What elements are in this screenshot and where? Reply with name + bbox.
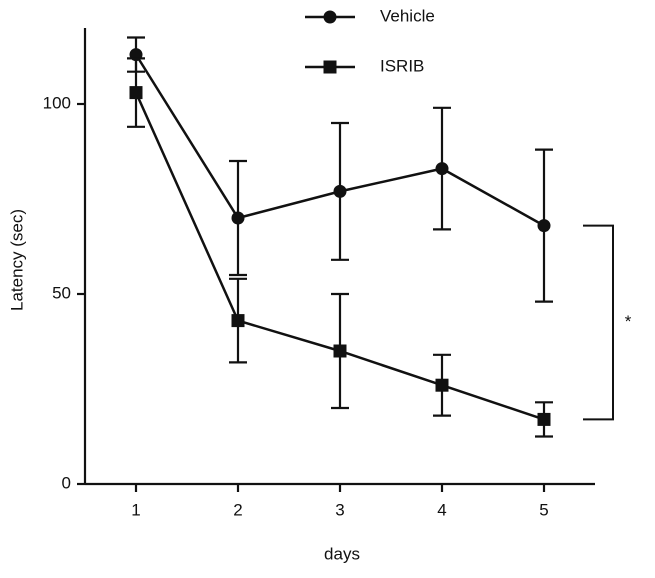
x-tick-label: 5 (539, 500, 548, 519)
marker (537, 412, 551, 426)
y-axis-label: Latency (sec) (7, 209, 26, 311)
legend-marker (323, 10, 337, 24)
marker (231, 314, 245, 328)
marker (435, 162, 449, 176)
x-tick-label: 2 (233, 500, 242, 519)
x-tick-label: 3 (335, 500, 344, 519)
x-tick-label: 1 (131, 500, 140, 519)
significance-bracket (583, 224, 614, 421)
y-tick-label: 0 (62, 473, 71, 492)
x-tick-label: 4 (437, 500, 446, 519)
marker (333, 184, 347, 198)
marker (435, 378, 449, 392)
legend-label: ISRIB (380, 56, 424, 75)
significance-label: * (625, 312, 632, 331)
marker (333, 344, 347, 358)
marker (231, 211, 245, 225)
legend-marker (323, 60, 337, 74)
y-tick-label: 100 (43, 93, 71, 112)
marker (537, 219, 551, 233)
y-tick-label: 50 (52, 283, 71, 302)
legend-label: Vehicle (380, 6, 435, 25)
x-axis-label: days (324, 544, 360, 563)
marker (129, 86, 143, 100)
